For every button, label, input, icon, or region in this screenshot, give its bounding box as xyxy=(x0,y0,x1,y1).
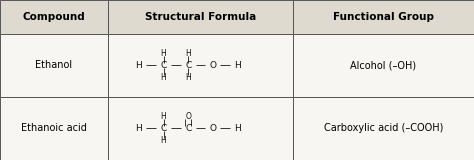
Bar xyxy=(108,0,293,34)
Text: C: C xyxy=(185,124,191,133)
Text: Structural Formula: Structural Formula xyxy=(145,12,256,22)
Bar xyxy=(293,97,474,160)
Text: H: H xyxy=(161,112,166,121)
Text: H: H xyxy=(161,136,166,145)
Bar xyxy=(293,34,474,97)
Text: Carboxylic acid (–COOH): Carboxylic acid (–COOH) xyxy=(324,123,443,133)
Text: C: C xyxy=(160,61,167,70)
Text: C: C xyxy=(160,124,167,133)
Text: H: H xyxy=(136,61,142,70)
Bar xyxy=(0,97,108,160)
Bar xyxy=(108,97,293,160)
Text: Alcohol (–OH): Alcohol (–OH) xyxy=(350,60,417,70)
Text: Ethanoic acid: Ethanoic acid xyxy=(21,123,87,133)
Text: Ethanol: Ethanol xyxy=(36,60,73,70)
Text: C: C xyxy=(185,61,191,70)
Bar xyxy=(108,34,293,97)
Text: O: O xyxy=(210,124,216,133)
Bar xyxy=(0,34,108,97)
Text: H: H xyxy=(185,73,191,82)
Text: H: H xyxy=(185,49,191,58)
Text: Compound: Compound xyxy=(23,12,85,22)
Text: H: H xyxy=(161,73,166,82)
Text: H: H xyxy=(136,124,142,133)
Text: Functional Group: Functional Group xyxy=(333,12,434,22)
Text: O: O xyxy=(210,61,216,70)
Text: H: H xyxy=(234,124,241,133)
Text: H: H xyxy=(234,61,241,70)
Bar xyxy=(0,0,108,34)
Bar xyxy=(293,0,474,34)
Text: O: O xyxy=(185,112,191,121)
Text: H: H xyxy=(161,49,166,58)
